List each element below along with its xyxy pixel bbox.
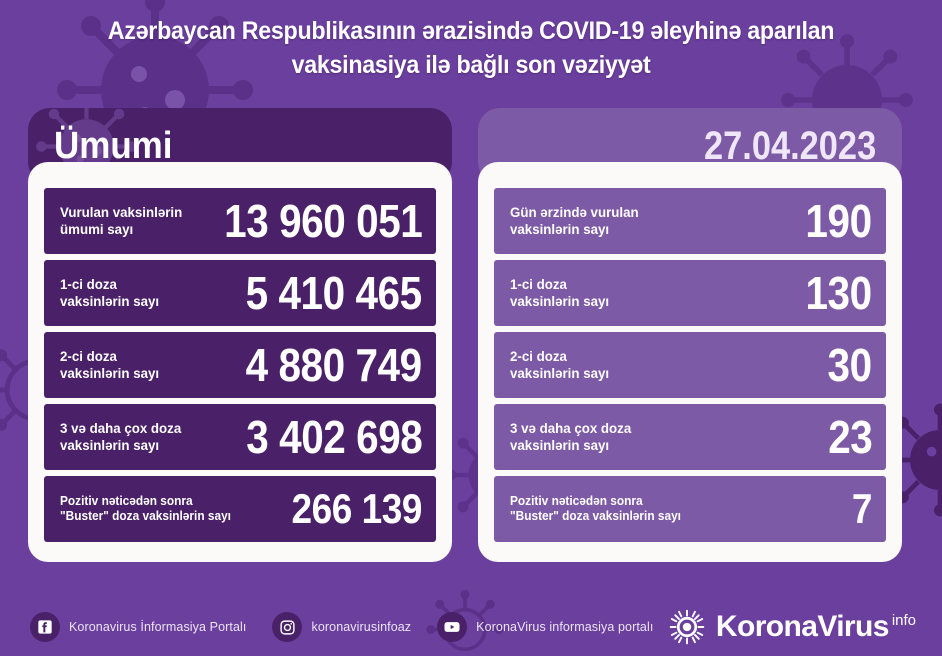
row-value: 3 402 698 [245, 411, 423, 463]
row-label: Pozitiv nəticədən sonra "Buster" doza va… [60, 494, 231, 523]
row-label: 1-ci doza vaksinlərin sayı [60, 276, 160, 309]
row-value: 190 [805, 195, 873, 247]
panel-total-card: Vurulan vaksinlərin ümumi sayı 13 960 05… [28, 162, 452, 562]
panel-total: Ümumi Vurulan vaksinlərin ümumi sayı 13 … [28, 108, 452, 562]
row-value: 30 [827, 339, 873, 391]
row-label: 3 və daha çox doza vaksinlərin sayı [510, 420, 632, 453]
youtube-icon[interactable] [437, 612, 468, 642]
social-link-facebook[interactable]: Koronavirus İnformasiya Portalı [30, 612, 246, 642]
panel-daily-date: 27.04.2023 [703, 123, 876, 168]
row-value: 5 410 465 [245, 267, 423, 319]
social-link-youtube[interactable]: KoronaVirus informasiya portalı [437, 612, 653, 642]
table-row: 3 və daha çox doza vaksinlərin sayı 3 40… [44, 404, 436, 470]
row-value: 23 [827, 411, 873, 463]
facebook-icon[interactable] [30, 612, 60, 642]
row-value: 4 880 749 [245, 339, 423, 391]
brand-suffix: info [891, 612, 916, 629]
page-title-line-1: Azərbaycan Respublikasının ərazisində CO… [107, 17, 835, 45]
instagram-label: koronavirusinfoaz [311, 620, 412, 634]
row-label: 2-ci doza vaksinlərin sayı [60, 348, 160, 381]
row-label: Pozitiv nəticədən sonra "Buster" doza va… [510, 494, 681, 523]
table-row: 2-ci doza vaksinlərin sayı 30 [494, 332, 886, 398]
row-label: 2-ci doza vaksinlərin sayı [510, 348, 610, 381]
row-value: 7 [851, 485, 873, 532]
page-title-line-2: vaksinasiya ilə bağlı son vəziyyət [291, 51, 651, 79]
table-row: Pozitiv nəticədən sonra "Buster" doza va… [44, 476, 436, 542]
row-value: 130 [805, 267, 873, 319]
youtube-label: KoronaVirus informasiya portalı [476, 620, 654, 634]
instagram-icon[interactable] [272, 612, 303, 642]
page-title: Azərbaycan Respublikasının ərazisində CO… [0, 14, 942, 82]
brand-name: KoronaVirus [715, 610, 889, 643]
table-row: 2-ci doza vaksinlərin sayı 4 880 749 [44, 332, 436, 398]
panel-daily: 27.04.2023 Gün ərzində vurulan vaksinlər… [478, 108, 902, 562]
virus-logo-icon [669, 609, 705, 645]
row-label: 1-ci doza vaksinlərin sayı [510, 276, 610, 309]
table-row: Gün ərzində vurulan vaksinlərin sayı 190 [494, 188, 886, 254]
row-label: 3 və daha çox doza vaksinlərin sayı [60, 420, 182, 453]
panel-total-tab-label: Ümumi [54, 124, 173, 167]
table-row: 3 və daha çox doza vaksinlərin sayı 23 [494, 404, 886, 470]
facebook-label: Koronavirus İnformasiya Portalı [69, 620, 247, 634]
row-value: 13 960 051 [223, 195, 423, 247]
table-row: Pozitiv nəticədən sonra "Buster" doza va… [494, 476, 886, 542]
brand-logo[interactable]: KoronaVirus info [668, 608, 916, 646]
footer: Koronavirus İnformasiya Portalı koronavi… [0, 598, 942, 656]
row-value: 266 139 [291, 485, 422, 532]
row-label: Gün ərzində vurulan vaksinlərin sayı [510, 204, 639, 237]
panel-daily-card: Gün ərzində vurulan vaksinlərin sayı 190… [478, 162, 902, 562]
table-row: 1-ci doza vaksinlərin sayı 130 [494, 260, 886, 326]
row-label: Vurulan vaksinlərin ümumi sayı [60, 204, 183, 237]
table-row: 1-ci doza vaksinlərin sayı 5 410 465 [44, 260, 436, 326]
table-row: Vurulan vaksinlərin ümumi sayı 13 960 05… [44, 188, 436, 254]
social-link-instagram[interactable]: koronavirusinfoaz [272, 612, 411, 642]
